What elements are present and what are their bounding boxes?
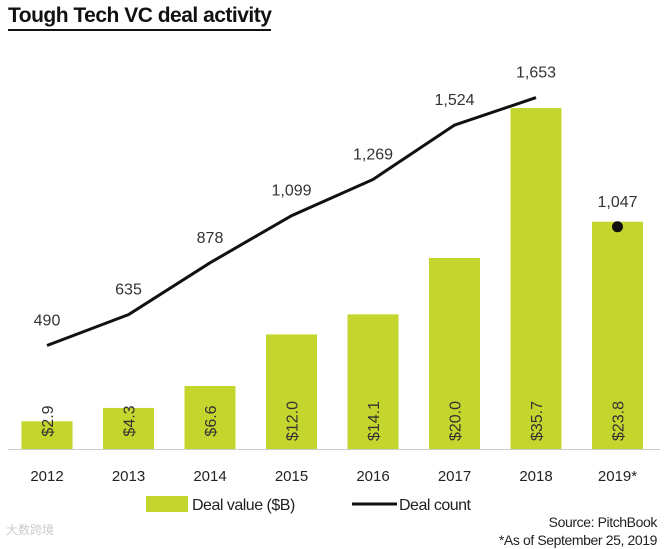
- bar-2018: [510, 108, 562, 449]
- bar-label-2013: $4.3: [122, 405, 139, 436]
- bar-label-2019*: $23.8: [611, 401, 628, 441]
- count-label-2016: 1,269: [353, 146, 393, 163]
- chart-title: Tough Tech VC deal activity: [8, 4, 272, 31]
- deal-count-line: [46, 96, 537, 347]
- legend-swatch-deal-value: [146, 496, 188, 512]
- count-label-2019*: 1,047: [597, 194, 637, 211]
- x-tick-2018: 2018: [519, 468, 552, 485]
- x-tick-2015: 2015: [275, 468, 308, 485]
- count-label-2018: 1,653: [516, 65, 556, 82]
- bar-label-2014: $6.6: [203, 405, 220, 436]
- bar-2017: [429, 258, 480, 449]
- bar-label-2016: $14.1: [366, 401, 383, 441]
- count-label-2014: 878: [197, 230, 224, 247]
- bar-2019*: [592, 221, 643, 449]
- bar-2012: [21, 421, 73, 449]
- x-tick-2014: 2014: [193, 468, 226, 485]
- count-label-2012: 490: [34, 313, 61, 330]
- bar-2013: [103, 407, 154, 449]
- source-note: Source: PitchBook: [548, 514, 658, 530]
- footnote: *As of September 25, 2019: [498, 532, 658, 548]
- count-label-2015: 1,099: [271, 183, 311, 200]
- x-tick-2019*: 2019*: [598, 468, 637, 485]
- bar-label-2017: $20.0: [448, 401, 465, 441]
- bar-label-2012: $2.9: [40, 405, 57, 436]
- legend-label-deal-value: Deal value ($B): [192, 497, 295, 514]
- bar-2016: [347, 314, 399, 449]
- count-label-2013: 635: [115, 282, 142, 299]
- x-tick-2013: 2013: [112, 468, 145, 485]
- x-tick-2016: 2016: [356, 468, 389, 485]
- bar-2014: [184, 385, 236, 449]
- count-label-2017: 1,524: [434, 92, 474, 109]
- x-tick-2017: 2017: [438, 468, 471, 485]
- legend-label-deal-count: Deal count: [399, 497, 472, 514]
- x-tick-2012: 2012: [30, 468, 63, 485]
- watermark: 大数跨境: [6, 523, 55, 537]
- deal-count-point-2019: [612, 221, 623, 233]
- bar-label-2015: $12.0: [285, 401, 302, 441]
- bar-2015: [266, 334, 317, 449]
- bar-label-2018: $35.7: [529, 401, 546, 441]
